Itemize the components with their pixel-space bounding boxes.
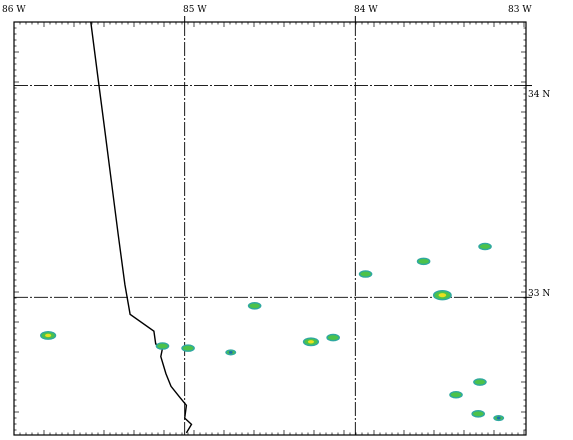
precip-cell-dark: [228, 351, 233, 354]
precip-cell-mid: [418, 258, 429, 264]
graticule: [14, 16, 532, 435]
precip-cell-mid: [182, 345, 194, 351]
precip-cell: [473, 378, 487, 386]
lon-label-83w: 83 W: [508, 5, 532, 15]
precip-cell: [416, 257, 431, 266]
precip-cell: [471, 410, 486, 418]
precip-cell: [478, 242, 492, 251]
lon-label-85w: 85 W: [183, 5, 207, 15]
precip-cell: [449, 390, 463, 399]
precip-cell-core: [307, 340, 315, 344]
precip-cell-mid: [474, 379, 486, 385]
precip-cell-mid: [360, 271, 371, 277]
lat-label-33n: 33 N: [528, 289, 550, 299]
precip-cell: [225, 349, 237, 356]
state-border-line: [90, 21, 193, 434]
precip-cell: [432, 290, 452, 301]
precip-cell-core: [45, 333, 52, 338]
frame-ticks: [14, 22, 526, 435]
precip-cell: [302, 337, 320, 347]
precip-cell-mid: [450, 392, 462, 398]
lat-label-34n: 34 N: [528, 90, 550, 100]
precip-cell: [493, 415, 505, 422]
precip-cells: [40, 242, 505, 422]
precip-cell-core: [438, 293, 447, 298]
precip-cell: [358, 270, 373, 278]
precip-cell-mid: [157, 343, 168, 349]
map-frame: [13, 21, 527, 436]
precip-cell-mid: [327, 335, 339, 340]
state-border: [90, 21, 193, 434]
lon-label-84w: 84 W: [354, 5, 378, 15]
precip-cell: [326, 333, 340, 342]
precip-cell-mid: [472, 411, 484, 417]
precip-cell-mid: [249, 303, 260, 309]
precip-cell-mid: [479, 244, 491, 249]
precip-cell: [155, 342, 170, 350]
precip-cell: [247, 302, 262, 310]
lon-label-86w: 86 W: [2, 5, 26, 15]
precip-cell-dark: [496, 416, 501, 420]
precip-cell: [181, 344, 195, 352]
precip-cell: [40, 330, 57, 340]
